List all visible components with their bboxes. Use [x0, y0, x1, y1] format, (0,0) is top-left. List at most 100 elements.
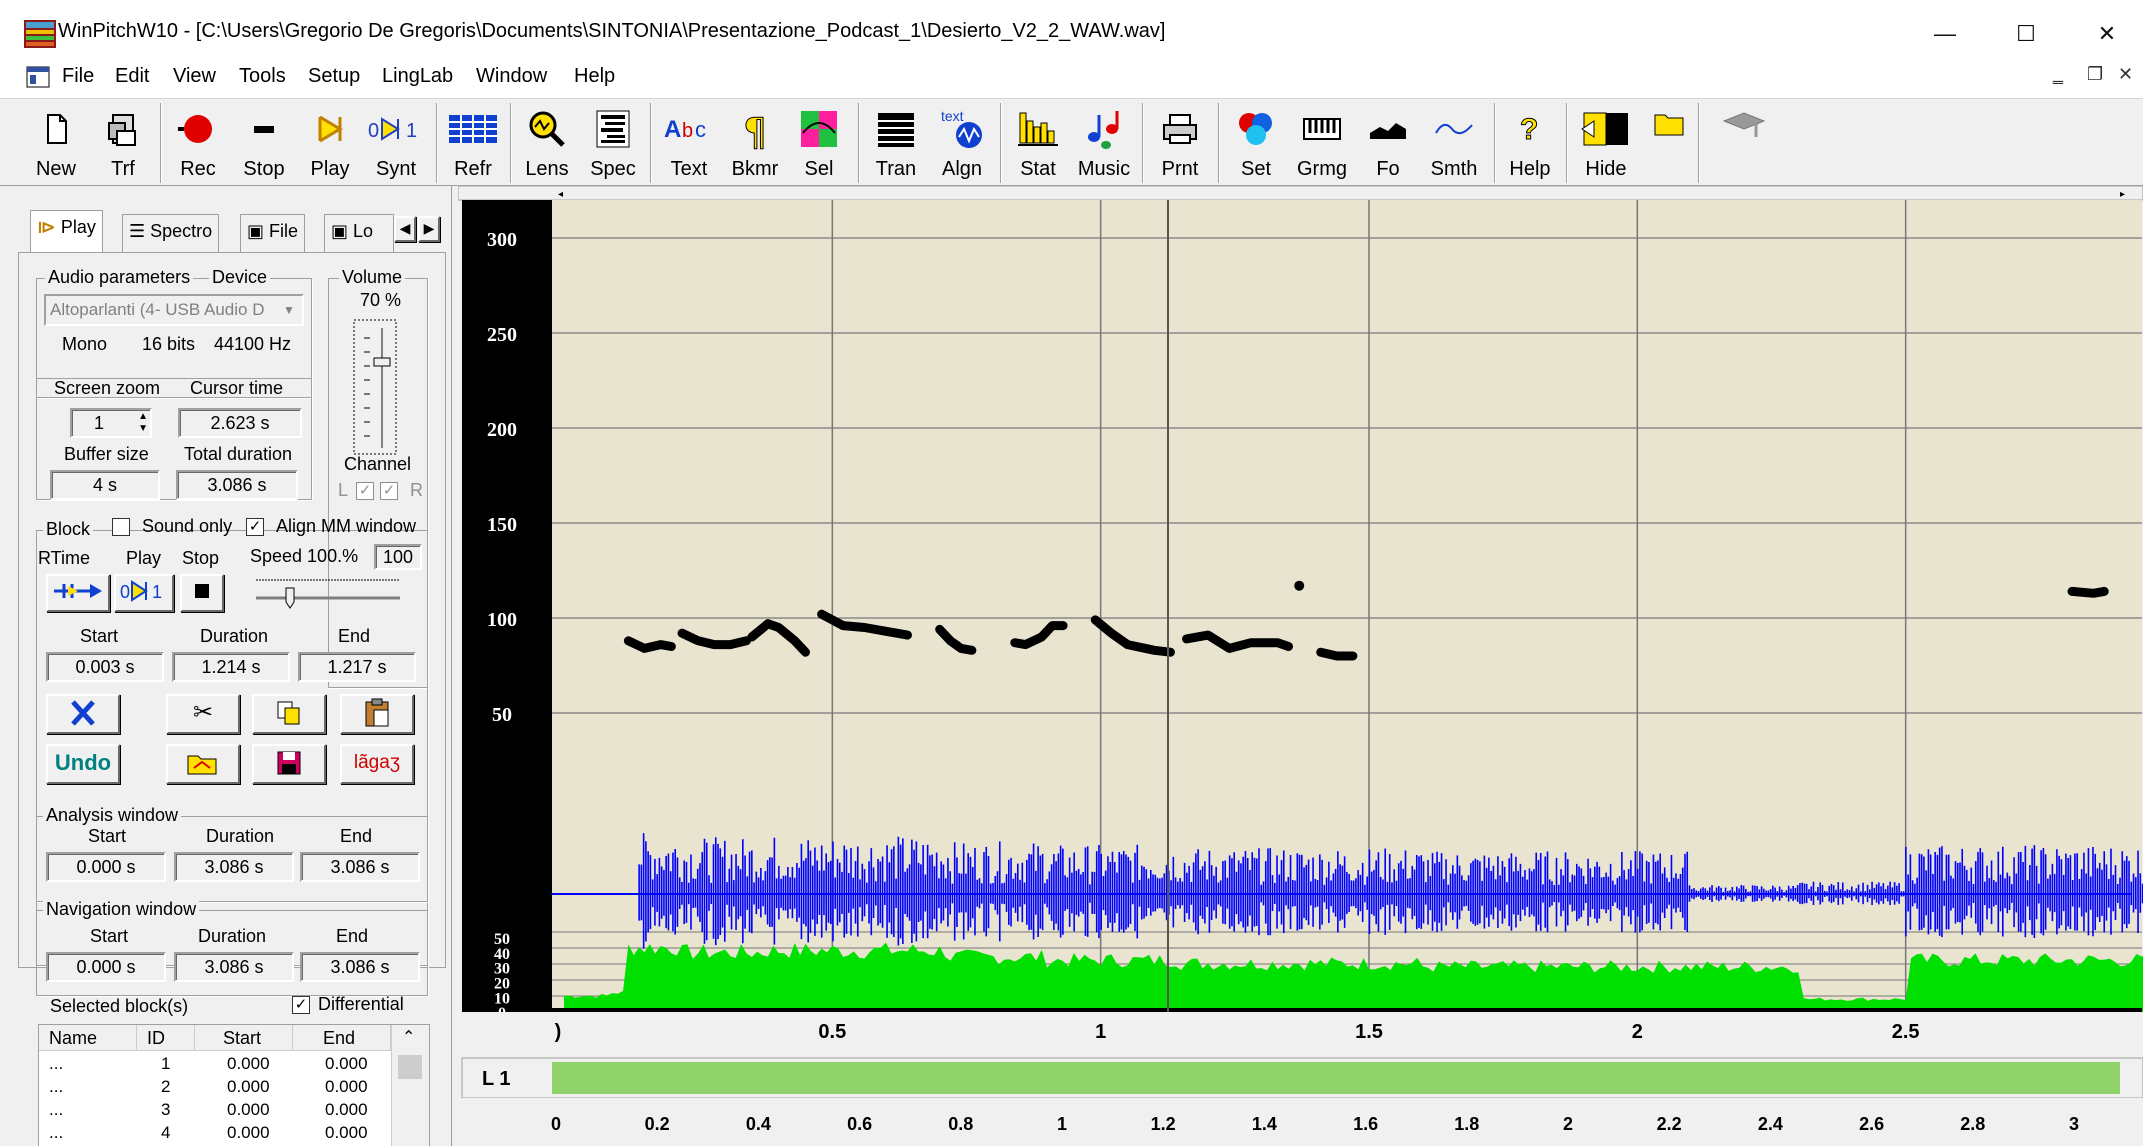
- table-row[interactable]: ... 4 0.000 0.000: [39, 1121, 391, 1144]
- bookmark-icon: ¶: [743, 110, 768, 152]
- tab-scroll-right-button[interactable]: ▶: [418, 216, 440, 242]
- fo-button[interactable]: Fo: [1358, 103, 1418, 183]
- spec-button[interactable]: Spec: [584, 103, 642, 183]
- svg-text:b: b: [682, 120, 693, 142]
- minimize-button[interactable]: —: [1934, 21, 1956, 46]
- mdi-close-icon[interactable]: ✕: [2118, 64, 2134, 84]
- graduation-button[interactable]: [1716, 103, 1772, 183]
- stat-button[interactable]: Stat: [1008, 103, 1068, 183]
- menu-tools[interactable]: Tools: [239, 65, 286, 87]
- music-button[interactable]: Music: [1074, 103, 1134, 183]
- phonetic-label: lãgaʒ: [353, 752, 401, 773]
- trf-button[interactable]: Trf: [95, 103, 151, 183]
- analysis-end-field[interactable]: 3.086 s: [300, 852, 420, 882]
- spinner-icon[interactable]: ▲ ▼: [138, 411, 148, 434]
- volume-slider[interactable]: [352, 318, 400, 458]
- scrollbar-thumb[interactable]: [398, 1055, 422, 1079]
- tab-file[interactable]: ▣ File: [240, 214, 306, 252]
- table-row[interactable]: ... 1 0.000 0.000: [39, 1052, 391, 1075]
- copy-button[interactable]: [252, 694, 326, 734]
- table-row[interactable]: ... 2 0.000 0.000: [39, 1075, 391, 1098]
- tab-lo[interactable]: ▣ Lo: [324, 214, 394, 252]
- speed-field[interactable]: 100: [374, 544, 422, 570]
- menu-help[interactable]: Help: [574, 65, 616, 87]
- differential-checkbox[interactable]: ✓: [292, 996, 310, 1014]
- analysis-start-field[interactable]: 0.000 s: [46, 852, 166, 882]
- align-mm-checkbox[interactable]: ✓: [246, 518, 264, 536]
- menu-linglab[interactable]: LingLab: [382, 65, 454, 87]
- algn-button[interactable]: text Algn: [932, 103, 992, 183]
- col-id-header[interactable]: ID: [137, 1025, 195, 1051]
- navigation-start-field[interactable]: 0.000 s: [46, 952, 166, 982]
- phonetic-button[interactable]: lãgaʒ: [340, 744, 414, 784]
- ruler-tick-label: 1.8: [1454, 1114, 1479, 1134]
- table-row[interactable]: ... 3 0.000 0.000: [39, 1098, 391, 1121]
- mdi-restore-icon[interactable]: ❐: [2087, 64, 2104, 84]
- tab-scroll-left-button[interactable]: ◀: [394, 216, 416, 242]
- navigation-duration-field[interactable]: 3.086 s: [174, 952, 294, 982]
- sel-button[interactable]: Sel: [790, 103, 848, 183]
- pitch-waveform-plot[interactable]: ◂ ▸ 3002502001501005050403020100 )0.511.…: [457, 185, 2143, 1146]
- buffer-size-field[interactable]: 4 s: [50, 470, 160, 500]
- tab-play[interactable]: ⧐ Play: [30, 210, 103, 252]
- tab-spectro[interactable]: ☰ Spectro: [122, 214, 220, 252]
- device-select[interactable]: Altoparlanti (4- USB Audio D ▼: [44, 294, 304, 326]
- open-folder-button[interactable]: [1648, 103, 1692, 183]
- grmg-button[interactable]: Grmg: [1292, 103, 1352, 183]
- menu-window[interactable]: Window: [476, 65, 548, 87]
- synt-label: Synt: [375, 158, 417, 180]
- rtime-button[interactable]: [46, 574, 110, 612]
- maximize-button[interactable]: ☐: [2016, 21, 2036, 46]
- chevron-up-icon[interactable]: ⌃: [402, 1029, 416, 1046]
- set-button[interactable]: Set: [1226, 103, 1286, 183]
- play-button[interactable]: Play: [302, 103, 358, 183]
- new-button[interactable]: New: [28, 103, 84, 183]
- block-save-button[interactable]: [252, 744, 326, 784]
- blocks-table: Name ID Start End ⌃ ... 1 0.000 0.000... 2 0.…: [38, 1024, 430, 1146]
- close-button[interactable]: ✕: [2097, 21, 2117, 46]
- undo-button[interactable]: Undo: [46, 744, 120, 784]
- table-scrollbar[interactable]: ⌃: [391, 1025, 429, 1146]
- channel-r-checkbox[interactable]: ✓: [380, 482, 398, 500]
- block-stop-button[interactable]: [180, 574, 224, 612]
- col-start-header[interactable]: Start: [195, 1025, 293, 1051]
- cut-button[interactable]: ✂: [166, 694, 240, 734]
- tran-button[interactable]: Tran: [866, 103, 926, 183]
- help-button[interactable]: ? Help: [1502, 103, 1558, 183]
- speed-slider[interactable]: [250, 576, 406, 616]
- navigation-end-field[interactable]: 3.086 s: [300, 952, 420, 982]
- screen-zoom-field[interactable]: 1 ▲ ▼: [70, 408, 152, 438]
- analysis-start-label: Start: [88, 826, 127, 846]
- bkmr-button[interactable]: ¶ Bkmr: [726, 103, 784, 183]
- col-end-header[interactable]: End: [293, 1025, 391, 1051]
- block-start-field[interactable]: 0.003 s: [46, 652, 164, 682]
- analysis-duration-field[interactable]: 3.086 s: [174, 852, 294, 882]
- mdi-minimize-icon[interactable]: ‗: [2053, 64, 2063, 84]
- delete-button[interactable]: [46, 694, 120, 734]
- smth-button[interactable]: Smth: [1424, 103, 1484, 183]
- ruler-tick-label: 2.8: [1960, 1114, 1985, 1134]
- menu-setup[interactable]: Setup: [308, 65, 361, 87]
- block-end-field[interactable]: 1.217 s: [298, 652, 416, 682]
- sound-only-checkbox[interactable]: [112, 518, 130, 536]
- channel-l-checkbox[interactable]: ✓: [356, 482, 374, 500]
- rtime-icon: [54, 584, 102, 598]
- prnt-button[interactable]: Prnt: [1150, 103, 1210, 183]
- block-open-button[interactable]: [166, 744, 240, 784]
- hide-button[interactable]: Hide: [1574, 103, 1638, 183]
- menu-view[interactable]: View: [173, 65, 216, 87]
- rec-button[interactable]: Rec: [170, 103, 226, 183]
- lens-button[interactable]: Lens: [518, 103, 576, 183]
- analysis-window-title: Analysis window: [43, 805, 182, 826]
- col-name-header[interactable]: Name: [39, 1025, 137, 1051]
- music-label: Music: [1077, 158, 1131, 180]
- paste-button[interactable]: [340, 694, 414, 734]
- stop-button[interactable]: Stop: [236, 103, 292, 183]
- menu-file[interactable]: File: [62, 65, 95, 87]
- refr-button[interactable]: Refr: [444, 103, 502, 183]
- block-duration-field[interactable]: 1.214 s: [172, 652, 290, 682]
- menu-edit[interactable]: Edit: [115, 65, 150, 87]
